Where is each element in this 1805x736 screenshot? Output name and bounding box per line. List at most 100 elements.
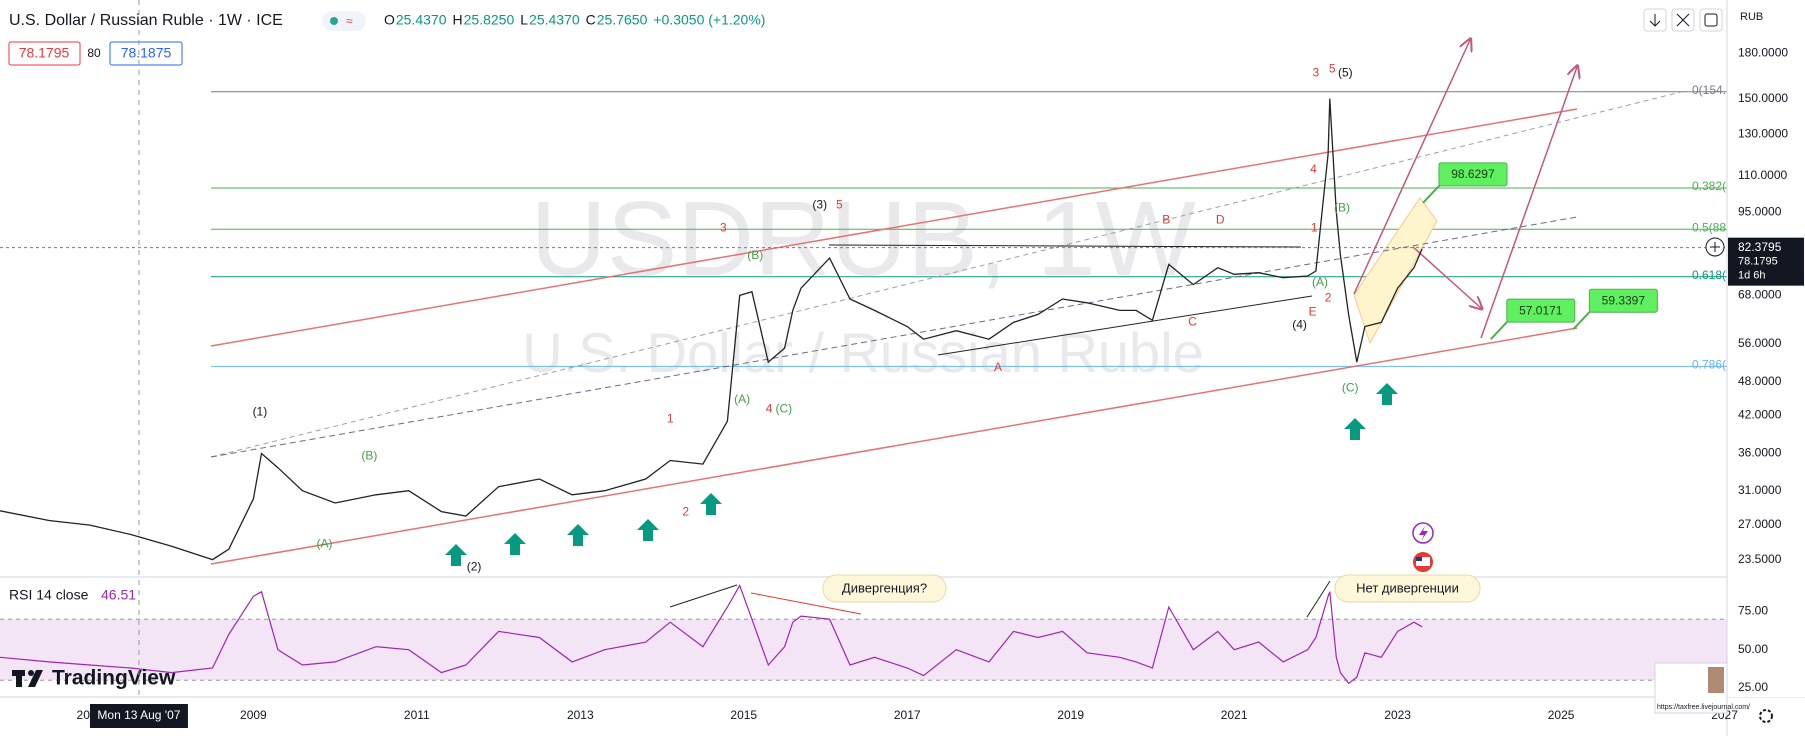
- rsi-band: [0, 619, 1727, 681]
- ohlc-label: O: [384, 12, 395, 28]
- y-tick-label: 75.00: [1738, 604, 1768, 618]
- crosshair-date-box: [89, 704, 188, 728]
- callout-text: 98.6297: [1451, 167, 1495, 181]
- wave-label: 4: [766, 402, 773, 416]
- channel-lower: [210, 327, 1578, 565]
- wave-label: (B): [1334, 201, 1350, 215]
- countdown-label: 1d 6h: [1738, 270, 1766, 282]
- add-icon: [1710, 242, 1720, 252]
- logo-mark: [16, 670, 22, 687]
- last-sub-label: 78.1795: [1738, 256, 1778, 268]
- logo-mark: [28, 670, 34, 676]
- note-bubble: [822, 574, 947, 603]
- divergence-line: [1306, 580, 1331, 618]
- ohlc-change: +0.3050 (+1.20%): [653, 12, 765, 28]
- status-pill[interactable]: [322, 11, 366, 31]
- x-tick-label: 2017: [894, 708, 921, 722]
- wave-label: (A): [734, 392, 750, 406]
- maximize-icon: [1704, 13, 1718, 27]
- projection-arrow: [1412, 246, 1481, 308]
- x-tick-label: 2011: [404, 708, 430, 722]
- avatar: [1708, 667, 1724, 693]
- x-tick-label: 2015: [730, 708, 757, 722]
- price-line: [0, 98, 1423, 561]
- wave-label: E: [1309, 305, 1317, 319]
- wave-label: (B): [361, 448, 377, 462]
- y-tick-label: 50.00: [1738, 642, 1768, 656]
- wave-label: 3: [1313, 66, 1320, 80]
- maximize-button[interactable]: [1699, 8, 1723, 32]
- status-dot: [330, 17, 338, 25]
- wave-label: (A): [316, 536, 332, 550]
- wave-label: (C): [775, 402, 792, 416]
- ohlc-label: L: [520, 12, 528, 28]
- sell-button[interactable]: [8, 41, 81, 66]
- y-tick-label: 110.0000: [1738, 168, 1787, 182]
- rsi-value: 46.51: [101, 587, 136, 603]
- callout-pointer: [1572, 310, 1592, 330]
- wave-label: (1): [253, 404, 268, 418]
- watermark-symbol: USDRUB, 1W: [530, 180, 1196, 298]
- x-tick-label: 2013: [567, 708, 594, 722]
- x-tick-label: 2019: [1057, 708, 1084, 722]
- author-url: https://taxfree.livejournal.com/: [1657, 704, 1750, 711]
- wave-label: 5: [1329, 62, 1336, 76]
- x-tick-label: 2009: [240, 708, 267, 722]
- y-tick-label: 25.00: [1738, 680, 1768, 694]
- spread: 80: [87, 46, 101, 60]
- divergence-line: [669, 584, 738, 608]
- wave-label: 1: [667, 412, 674, 426]
- ohlc-label: C: [586, 12, 596, 28]
- callout-pointer: [1422, 184, 1441, 204]
- wave-label: 2: [1325, 290, 1332, 304]
- ohlc-value: 25.4370: [396, 12, 447, 28]
- crosshair-date: Mon 13 Aug '07: [97, 708, 180, 722]
- buy-signals: [445, 383, 1398, 566]
- collapse-icon: [1676, 13, 1690, 27]
- y-tick-label: 150.0000: [1738, 91, 1788, 105]
- flag-canton: [1416, 557, 1422, 561]
- wave-label: B: [1162, 212, 1170, 226]
- rsi-title: RSI 14 close: [9, 587, 89, 603]
- wave-label: 3: [720, 221, 727, 235]
- logo-mark: [28, 670, 43, 687]
- range-line: [828, 244, 1302, 248]
- ohlc-value: 25.7650: [597, 12, 648, 28]
- price-axis-bg: [1727, 0, 1805, 697]
- buy-arrow: [700, 493, 722, 515]
- fib-label: 0.786(: [1692, 358, 1726, 372]
- last-price-box: [1728, 237, 1804, 286]
- note-bubble: [1334, 574, 1481, 603]
- x-tick-label: 2025: [1548, 708, 1575, 722]
- wave-label: (A): [1312, 275, 1328, 289]
- rsi-line: [0, 584, 1423, 685]
- settings-icon[interactable]: [1759, 709, 1773, 723]
- ohlc: O 25.4370 H 25.8250 L 25.4370 C 25.7650 +0.3050 …: [384, 12, 765, 28]
- buy-price: 78.1875: [121, 45, 172, 61]
- wave-label: 1: [1311, 221, 1318, 235]
- x-tick-label: 2021: [1221, 708, 1248, 722]
- projection-arrow: [1480, 67, 1577, 339]
- logo-text: TradingView: [52, 667, 176, 690]
- down-icon: [1649, 14, 1661, 27]
- buy-arrow: [567, 524, 589, 546]
- rsi-pane: [0, 580, 1727, 685]
- note-text: Дивергенция?: [842, 580, 927, 595]
- wave-label: C: [1188, 315, 1197, 329]
- sell-price: 78.1795: [19, 45, 70, 61]
- lightning-icon: [1419, 526, 1428, 541]
- buy-arrow: [504, 533, 526, 555]
- y-tick-label: 68.0000: [1738, 288, 1782, 302]
- wave-label: (B): [747, 248, 763, 262]
- callout-box: [1438, 162, 1508, 187]
- wave-label: 4: [1310, 162, 1317, 176]
- ohlc-value: 25.8250: [464, 12, 515, 28]
- wave-label: (3): [812, 197, 827, 211]
- buy-button[interactable]: [109, 41, 183, 66]
- fib-label: 0(154.2: [1692, 83, 1733, 97]
- watermark-name: U.S. Dollar / Russian Ruble: [522, 321, 1204, 384]
- wave-label: D: [1216, 212, 1225, 226]
